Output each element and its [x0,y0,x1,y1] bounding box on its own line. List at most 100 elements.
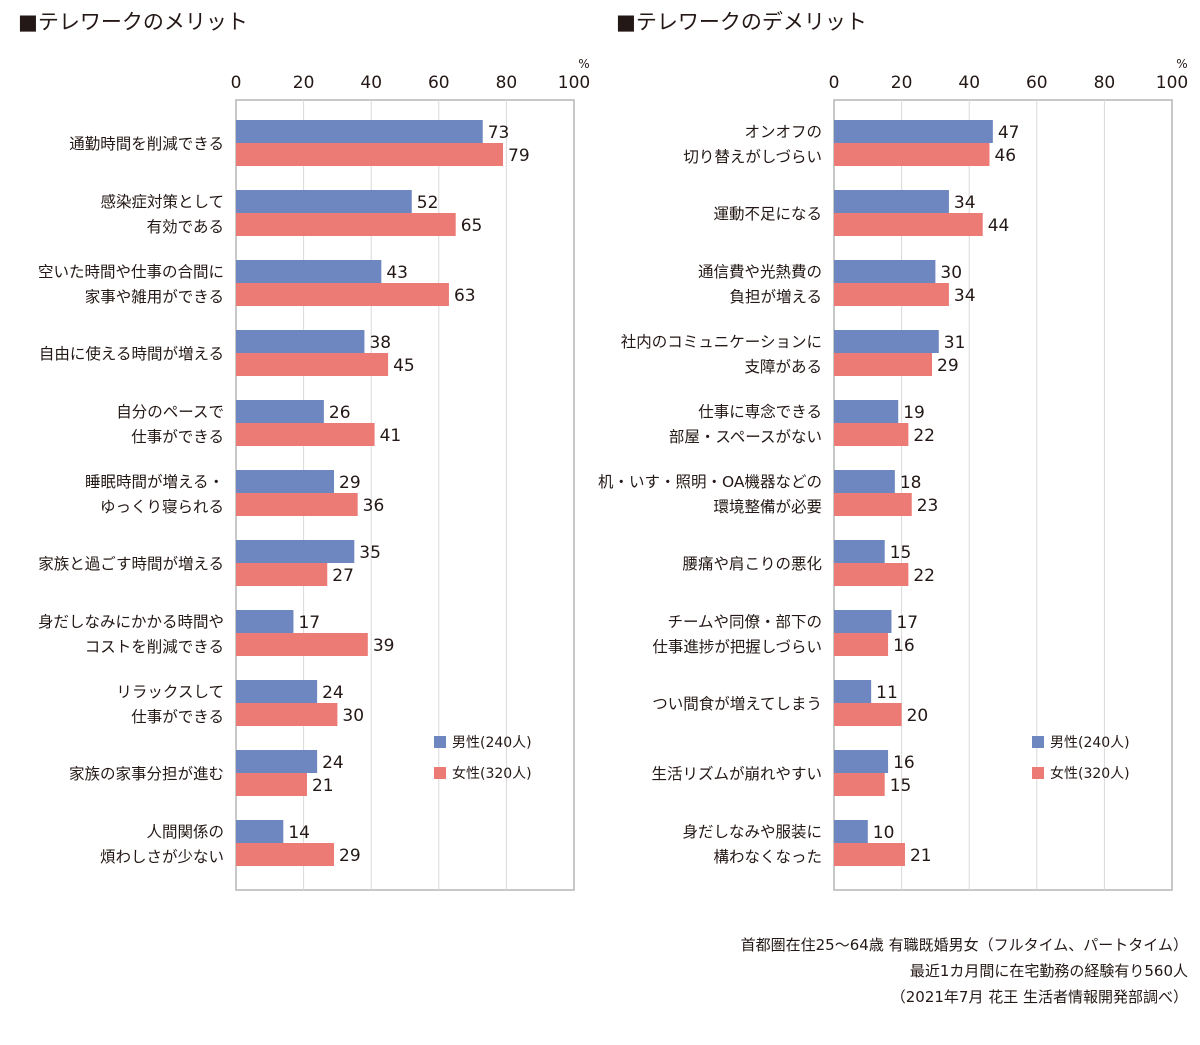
bar-female [236,283,449,306]
unit-label: % [578,57,589,71]
bar-female [834,143,990,166]
bar-male [834,330,939,353]
source-note: 首都圏在住25〜64歳 有職既婚男女（フルタイム、パートタイム） 最近1カ月間に… [741,932,1188,1010]
value-label-female: 21 [910,846,932,866]
bar-female [834,843,905,866]
category-label: リラックスして仕事ができる [116,683,224,726]
bar-female [236,633,368,656]
demerit-chart: 0 20 40 60 80 100% オンオフの切り替えがしづらい 47 46 運動不足になる 34… [598,57,1188,891]
category-label: 睡眠時間が増える・ゆっくり寝られる [85,473,224,516]
x-tick-label: 60 [428,73,450,93]
legend-label: 女性(320人) [452,765,532,782]
value-label-male: 19 [903,403,925,423]
x-tick-label: 60 [1026,73,1048,93]
bar-female [834,633,889,656]
value-label-female: 22 [913,566,935,586]
x-tick-label: 100 [1156,73,1188,93]
bar-female [236,213,456,236]
value-label-male: 47 [998,123,1020,143]
x-tick-label: 100 [558,73,590,93]
value-label-male: 15 [890,543,912,563]
value-label-female: 15 [890,776,912,796]
value-label-male: 35 [359,543,381,563]
x-tick-label: 20 [891,73,913,93]
value-label-female: 65 [461,216,483,236]
value-label-male: 43 [386,263,408,283]
value-label-female: 41 [380,426,402,446]
bar-male [236,400,324,423]
source-line-3: （2021年7月 花王 生活者情報開発部調べ） [890,988,1188,1006]
value-label-male: 31 [944,333,966,353]
bar-male [236,120,483,143]
bar-male [236,260,382,283]
bar-male [834,610,892,633]
legend-label: 女性(320人) [1050,765,1130,782]
value-label-male: 11 [876,683,898,703]
legend-swatch [434,767,446,779]
value-label-female: 21 [312,776,334,796]
category-label: チームや同僚・部下の仕事進捗が把握しづらい [652,613,822,656]
x-tick-label: 40 [360,73,382,93]
value-label-female: 29 [339,846,361,866]
category-label: 家族の家事分担が進む [69,765,224,783]
value-label-female: 79 [508,146,530,166]
bar-female [834,773,885,796]
category-label: オンオフの切り替えがしづらい [683,123,822,166]
demerit-chart-title: ■テレワークのデメリット [616,10,867,34]
bar-female [834,213,983,236]
value-label-female: 46 [994,146,1016,166]
category-label: 人間関係の煩わしさが少ない [100,823,224,866]
demerit-chart-panel: ■テレワークのデメリット 0 20 40 60 80 100% オンオフの切り替えがしづらい… [598,0,1196,910]
legend-swatch [434,736,446,748]
category-label: 身だしなみや服装に構わなくなった [682,823,822,866]
value-label-female: 22 [913,426,935,446]
value-label-female: 63 [454,286,476,306]
bar-male [236,820,284,843]
legend-swatch [1032,767,1044,779]
x-tick-label: 0 [231,73,242,93]
bar-female [236,423,375,446]
source-line-1: 首都圏在住25〜64歳 有職既婚男女（フルタイム、パートタイム） [740,936,1188,954]
category-label: 感染症対策として有効である [100,193,224,236]
value-label-female: 45 [393,356,415,376]
bar-male [236,680,318,703]
value-label-female: 34 [954,286,976,306]
bar-male [236,750,318,773]
category-label: 仕事に専念できる部屋・スペースがない [669,402,822,446]
value-label-male: 16 [893,753,915,773]
bar-male [236,540,355,563]
legend-label: 男性(240人) [1050,735,1130,751]
value-label-male: 17 [298,613,320,633]
bar-male [236,190,412,213]
bar-female [236,773,307,796]
source-line-2: 最近1カ月間に在宅勤務の経験有り560人 [909,962,1188,980]
category-label: 身だしなみにかかる時間やコストを削減できる [38,613,224,656]
legend-swatch [1032,736,1044,748]
merit-chart: 0 20 40 60 80 100% 通勤時間を削減できる 73 79 感染症対策として有効である… [38,57,590,891]
value-label-female: 30 [342,706,364,726]
value-label-male: 24 [322,753,344,773]
bar-female [834,563,909,586]
value-label-female: 16 [893,636,915,656]
value-label-female: 27 [332,566,354,586]
value-label-female: 36 [363,496,385,516]
value-label-male: 26 [329,403,351,423]
value-label-male: 14 [288,823,310,843]
value-label-female: 39 [373,636,395,656]
bar-male [834,260,936,283]
bar-male [236,610,294,633]
bar-male [834,470,895,493]
category-label: 通勤時間を削減できる [69,135,224,153]
category-label: 自由に使える時間が増える [39,345,224,363]
x-tick-label: 20 [293,73,315,93]
category-label: 自分のペースで仕事ができる [116,403,224,446]
value-label-male: 29 [339,473,361,493]
bar-female [834,493,912,516]
bar-male [834,750,889,773]
bar-male [834,190,949,213]
category-label: 腰痛や肩こりの悪化 [682,555,822,573]
merit-chart-panel: ■テレワークのメリット 0 20 40 60 80 100% 通勤時間を削減できる 73 79 感… [18,0,598,910]
bar-female [236,843,335,866]
category-label: 運動不足になる [713,205,822,223]
bar-female [834,283,949,306]
